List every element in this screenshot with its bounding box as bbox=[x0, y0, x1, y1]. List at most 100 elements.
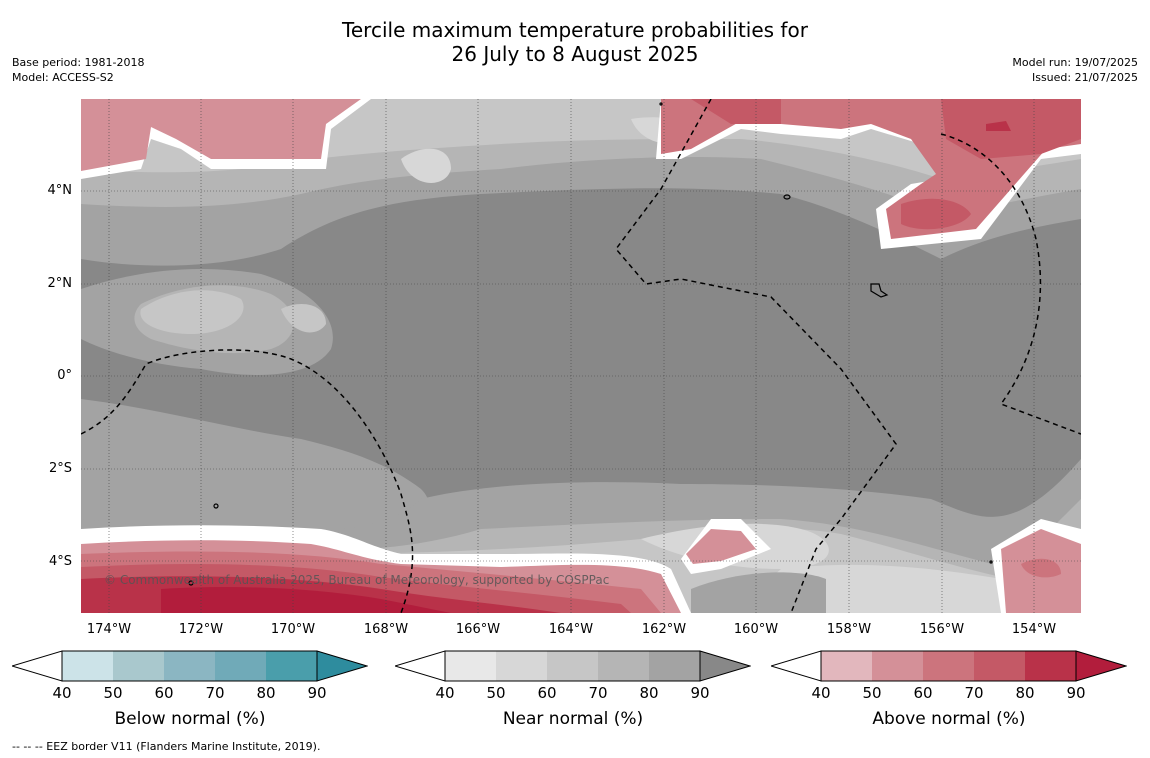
above-normal-sw-90 bbox=[161, 587, 451, 613]
meta-left: Base period: 1981-2018 Model: ACCESS-S2 bbox=[12, 55, 144, 85]
above-normal-nw bbox=[81, 99, 361, 171]
island-6 bbox=[989, 560, 993, 564]
near-normal-title: Near normal (%) bbox=[502, 709, 644, 729]
lon-label-172w: 172°W bbox=[178, 622, 224, 637]
eez-border-west bbox=[81, 349, 414, 613]
above-normal-smid bbox=[686, 529, 756, 564]
colorbar-above-normal-swatches bbox=[769, 650, 1128, 682]
lon-label-166w: 166°W bbox=[455, 622, 501, 637]
title-line-1: Tercile maximum temperature probabilitie… bbox=[342, 18, 808, 42]
near-tick-80: 80 bbox=[639, 684, 659, 702]
base-period: Base period: 1981-2018 bbox=[12, 56, 145, 69]
near-normal-80-southeast bbox=[691, 572, 826, 613]
lon-label-174w: 174°W bbox=[86, 622, 132, 637]
lon-label-164w: 164°W bbox=[548, 622, 594, 637]
above-tick-80: 80 bbox=[1015, 684, 1035, 702]
near-normal-80-southwest bbox=[81, 399, 429, 539]
above-tick-40: 40 bbox=[811, 684, 831, 702]
lon-label-162w: 162°W bbox=[641, 622, 687, 637]
above-normal-ne-inner-60 bbox=[901, 198, 971, 230]
near-40-50 bbox=[445, 651, 496, 681]
lon-label-168w: 168°W bbox=[363, 622, 409, 637]
lat-label-2n: 2°N bbox=[47, 276, 73, 291]
above-50-60 bbox=[872, 651, 923, 681]
near-70-80 bbox=[598, 651, 649, 681]
lon-label-170w: 170°W bbox=[270, 622, 316, 637]
issued-date: Issued: 21/07/2025 bbox=[1031, 71, 1138, 84]
near-gt90-triangle bbox=[699, 650, 752, 682]
above-tick-90: 90 bbox=[1066, 684, 1086, 702]
near-60-70 bbox=[547, 651, 598, 681]
islands bbox=[188, 102, 993, 586]
above-60-70 bbox=[923, 651, 974, 681]
island-5 bbox=[659, 102, 663, 106]
below-gt90-triangle bbox=[316, 650, 369, 682]
meta-right: Model run: 19/07/2025 Issued: 21/07/2025 bbox=[1012, 55, 1138, 85]
near-tick-90: 90 bbox=[690, 684, 710, 702]
map-svg bbox=[81, 99, 1081, 613]
below-60-70 bbox=[164, 651, 215, 681]
above-tick-50: 50 bbox=[862, 684, 882, 702]
eez-borders bbox=[81, 99, 1081, 613]
near-50-60 bbox=[496, 651, 547, 681]
near-tick-50: 50 bbox=[486, 684, 506, 702]
colorbar-above-normal: 40 50 60 70 80 90 Above normal (%) bbox=[769, 648, 1128, 738]
lon-label-154w: 154°W bbox=[1011, 622, 1057, 637]
above-40-50 bbox=[821, 651, 872, 681]
below-40-50 bbox=[62, 651, 113, 681]
probability-map bbox=[81, 99, 1081, 613]
island-3 bbox=[213, 503, 219, 509]
above-normal-title: Above normal (%) bbox=[872, 709, 1026, 729]
below-lt40-triangle bbox=[10, 650, 63, 682]
island-2 bbox=[870, 283, 889, 298]
above-normal-ne-70 bbox=[941, 99, 1081, 159]
above-tick-60: 60 bbox=[913, 684, 933, 702]
below-tick-40: 40 bbox=[52, 684, 72, 702]
title-line-2: 26 July to 8 August 2025 bbox=[451, 42, 699, 66]
below-tick-50: 50 bbox=[103, 684, 123, 702]
model-name: Model: ACCESS-S2 bbox=[12, 71, 114, 84]
below-tick-70: 70 bbox=[205, 684, 225, 702]
lon-label-156w: 156°W bbox=[919, 622, 965, 637]
below-tick-80: 80 bbox=[256, 684, 276, 702]
eez-footnote: -- -- -- EEZ border V11 (Flanders Marine… bbox=[12, 740, 321, 753]
lon-label-158w: 158°W bbox=[826, 622, 872, 637]
below-tick-90: 90 bbox=[307, 684, 327, 702]
below-50-60 bbox=[113, 651, 164, 681]
eez-border-east bbox=[940, 133, 1081, 435]
map-title: Tercile maximum temperature probabilitie… bbox=[0, 18, 1150, 66]
lon-label-160w: 160°W bbox=[733, 622, 779, 637]
below-70-80 bbox=[215, 651, 266, 681]
island-4 bbox=[188, 580, 194, 586]
near-tick-70: 70 bbox=[588, 684, 608, 702]
above-gt90-triangle bbox=[1075, 650, 1128, 682]
colorbar-near-normal-swatches bbox=[393, 650, 752, 682]
below-normal-title: Below normal (%) bbox=[114, 709, 266, 729]
near-normal-50-west bbox=[140, 290, 244, 334]
above-tick-70: 70 bbox=[964, 684, 984, 702]
near-tick-60: 60 bbox=[537, 684, 557, 702]
above-normal-se-60 bbox=[1021, 558, 1061, 578]
colorbar-near-normal: 40 50 60 70 80 90 Near normal (%) bbox=[393, 648, 752, 738]
eez-border-central bbox=[615, 99, 897, 613]
above-80-90 bbox=[1025, 651, 1076, 681]
near-tick-40: 40 bbox=[435, 684, 455, 702]
below-80-90 bbox=[266, 651, 317, 681]
lat-label-4s: 4°S bbox=[48, 554, 72, 569]
above-normal-ne-80 bbox=[986, 121, 1011, 131]
lat-label-2s: 2°S bbox=[48, 461, 72, 476]
above-normal-ne-top-70 bbox=[691, 99, 781, 124]
model-run: Model run: 19/07/2025 bbox=[1012, 56, 1138, 69]
near-80-90 bbox=[649, 651, 700, 681]
above-70-80 bbox=[974, 651, 1025, 681]
near-normal-50-blob-1 bbox=[401, 148, 451, 183]
colorbar-below-normal: 40 50 60 70 80 90 Below normal (%) bbox=[10, 648, 369, 738]
island-1 bbox=[783, 194, 791, 200]
near-normal-50-west-2 bbox=[281, 304, 326, 333]
lat-label-4n: 4°N bbox=[47, 183, 73, 198]
below-tick-60: 60 bbox=[154, 684, 174, 702]
colorbar-below-normal-swatches bbox=[10, 650, 369, 682]
near-lt40-triangle bbox=[393, 650, 446, 682]
lat-label-0: 0° bbox=[57, 368, 72, 383]
above-lt40-triangle bbox=[769, 650, 822, 682]
